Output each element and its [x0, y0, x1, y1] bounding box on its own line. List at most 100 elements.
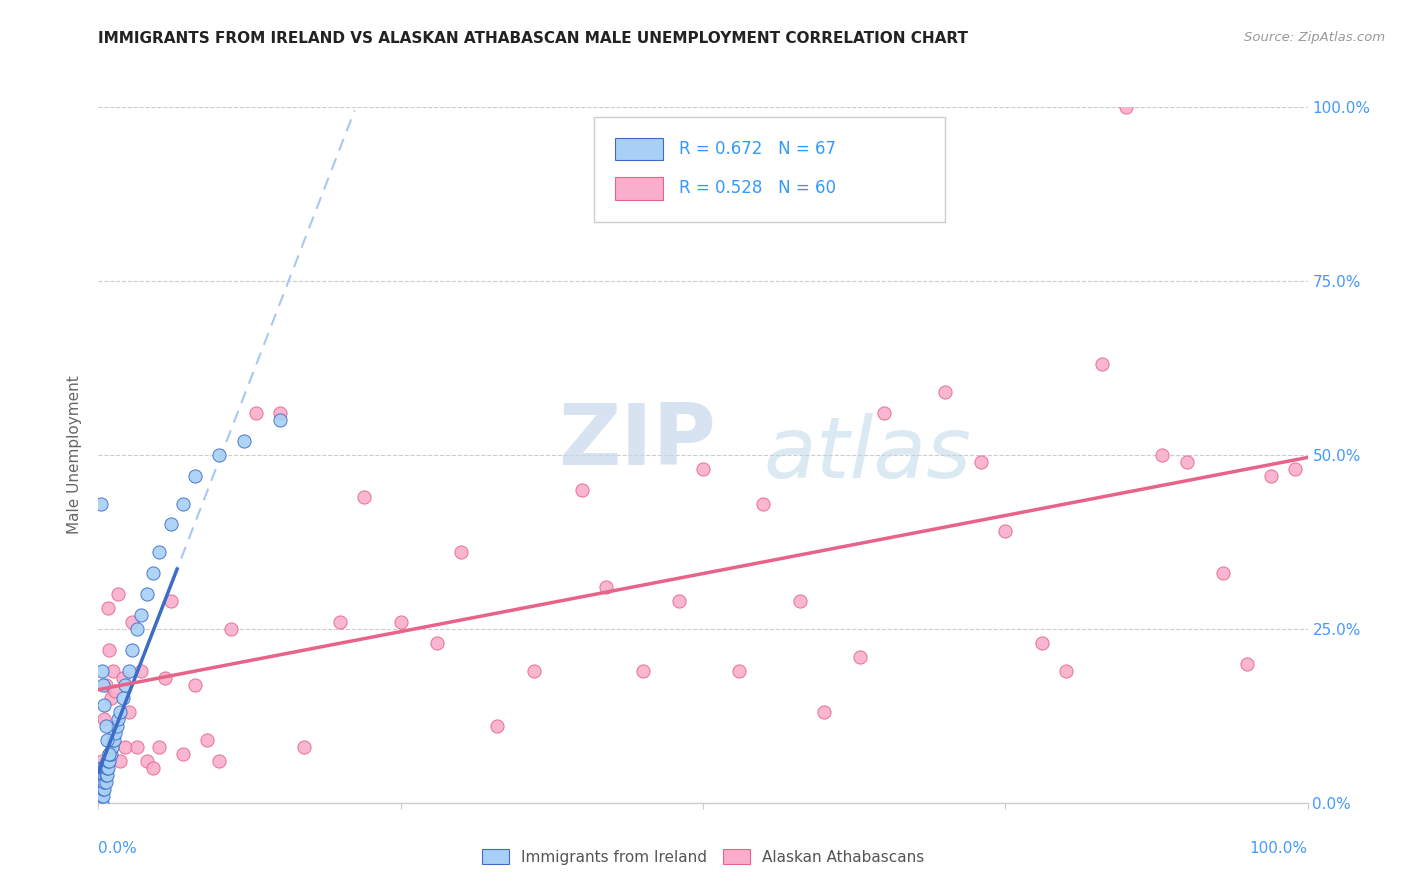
Point [129, 607, 152, 622]
Point [135, 754, 157, 768]
Point [118, 664, 141, 678]
Point [91, 789, 114, 803]
Point [813, 706, 835, 720]
Point [873, 406, 896, 420]
Point [631, 664, 654, 678]
Point [93, 761, 115, 775]
Point [96, 754, 118, 768]
Point [994, 524, 1017, 539]
Point [91, 754, 114, 768]
Point [329, 615, 352, 629]
Point [752, 497, 775, 511]
Point [89, 789, 111, 803]
Point [232, 434, 254, 448]
Point [789, 594, 811, 608]
Point [98, 747, 121, 761]
Point [153, 671, 176, 685]
Point [668, 594, 690, 608]
Point [91, 781, 114, 796]
Point [1031, 636, 1053, 650]
Point [172, 497, 194, 511]
Point [184, 677, 207, 691]
Point [98, 754, 121, 768]
Point [1054, 664, 1077, 678]
Point [101, 733, 124, 747]
Point [142, 761, 165, 775]
Point [111, 671, 134, 685]
Point [89, 781, 111, 796]
Point [172, 747, 194, 761]
Point [90, 768, 112, 782]
Point [90, 796, 112, 810]
Text: R = 0.528   N = 60: R = 0.528 N = 60 [679, 179, 835, 197]
Text: atlas: atlas [763, 413, 972, 497]
Point [450, 545, 472, 559]
Point [208, 448, 231, 462]
Point [101, 664, 124, 678]
Point [127, 622, 149, 636]
Point [111, 691, 134, 706]
Point [91, 775, 114, 789]
Point [108, 706, 131, 720]
Point [1212, 566, 1234, 581]
Point [160, 594, 183, 608]
Point [114, 677, 136, 691]
Point [90, 796, 112, 810]
Point [148, 545, 170, 559]
Point [105, 719, 128, 733]
Point [100, 691, 122, 706]
Bar [614, 137, 664, 160]
Point [90, 775, 112, 789]
Point [90, 789, 112, 803]
Point [94, 719, 117, 733]
Point [93, 781, 115, 796]
Point [1152, 448, 1174, 462]
Point [692, 462, 714, 476]
Point [98, 747, 121, 761]
Point [97, 754, 120, 768]
Point [96, 733, 118, 747]
Point [91, 781, 114, 796]
Point [121, 642, 143, 657]
Point [104, 684, 127, 698]
Point [486, 719, 509, 733]
Point [1236, 657, 1258, 671]
Point [94, 768, 117, 782]
Point [93, 775, 115, 789]
Y-axis label: Male Unemployment: Male Unemployment [67, 376, 83, 534]
Point [148, 740, 170, 755]
Point [160, 517, 183, 532]
Point [90, 497, 112, 511]
Point [571, 483, 593, 497]
Point [970, 455, 993, 469]
Point [100, 740, 122, 755]
Point [89, 796, 111, 810]
Point [292, 740, 315, 755]
Point [100, 747, 122, 761]
Legend: Immigrants from Ireland, Alaskan Athabascans: Immigrants from Ireland, Alaskan Athabas… [481, 849, 925, 864]
Point [142, 566, 165, 581]
Point [107, 712, 129, 726]
Point [208, 754, 231, 768]
Point [103, 733, 125, 747]
Point [389, 615, 412, 629]
Point [98, 642, 121, 657]
Point [96, 768, 118, 782]
Point [108, 754, 131, 768]
Point [523, 664, 546, 678]
Point [91, 761, 114, 775]
Point [114, 740, 136, 755]
Point [91, 677, 114, 691]
Point [89, 796, 111, 810]
Point [221, 622, 243, 636]
Point [595, 580, 617, 594]
Point [135, 587, 157, 601]
Point [269, 413, 291, 427]
Point [93, 698, 115, 713]
Point [91, 768, 114, 782]
Point [97, 761, 120, 775]
Point [107, 587, 129, 601]
Point [97, 601, 120, 615]
Point [184, 468, 207, 483]
Point [91, 789, 114, 803]
